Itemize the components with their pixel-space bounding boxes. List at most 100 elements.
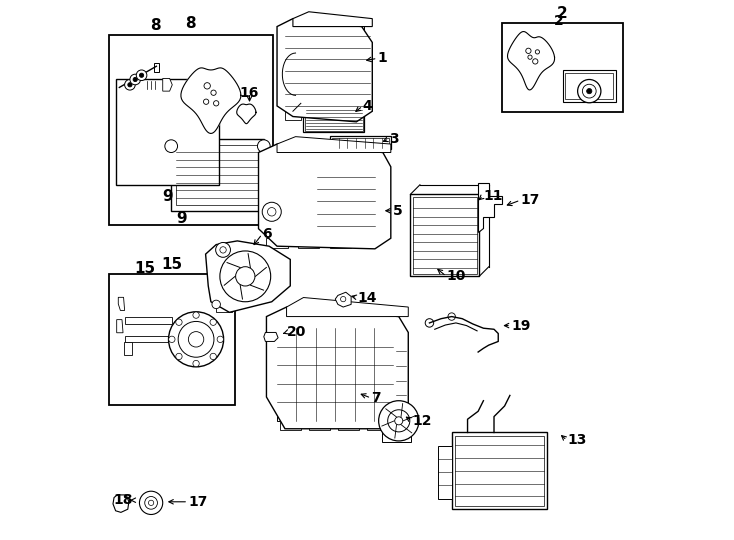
Bar <box>293 20 362 30</box>
Polygon shape <box>335 292 351 307</box>
Bar <box>330 238 351 248</box>
Bar <box>285 111 301 120</box>
Circle shape <box>578 79 601 103</box>
Text: 2: 2 <box>553 14 564 28</box>
Bar <box>125 317 172 323</box>
Bar <box>314 164 377 238</box>
Text: 15: 15 <box>134 261 156 276</box>
Bar <box>296 61 324 87</box>
Bar <box>502 23 622 112</box>
Circle shape <box>582 84 596 98</box>
Bar <box>309 422 330 430</box>
Bar <box>303 107 364 132</box>
Bar <box>153 63 159 71</box>
Polygon shape <box>163 78 172 91</box>
Circle shape <box>145 496 157 509</box>
Circle shape <box>125 79 135 90</box>
Text: 14: 14 <box>357 291 377 305</box>
Bar <box>451 433 547 509</box>
Bar <box>261 158 271 168</box>
Text: 1: 1 <box>377 51 388 65</box>
Text: 5: 5 <box>393 204 402 218</box>
Bar <box>330 136 390 150</box>
Text: 15: 15 <box>161 256 182 272</box>
Text: 2: 2 <box>557 6 567 22</box>
Circle shape <box>586 89 592 94</box>
Circle shape <box>193 312 199 318</box>
Bar <box>332 138 389 148</box>
Text: 17: 17 <box>188 495 208 509</box>
Bar <box>272 170 309 222</box>
Bar <box>367 422 388 430</box>
Text: 19: 19 <box>511 319 531 333</box>
Polygon shape <box>113 495 129 512</box>
Circle shape <box>210 319 217 326</box>
Bar <box>298 238 319 248</box>
Bar <box>338 422 359 430</box>
Text: 17: 17 <box>520 193 539 207</box>
Polygon shape <box>277 18 372 122</box>
Bar <box>455 436 544 506</box>
Text: 11: 11 <box>484 189 503 203</box>
Bar <box>217 302 232 312</box>
Circle shape <box>341 296 346 302</box>
Circle shape <box>258 140 270 152</box>
Circle shape <box>264 157 275 167</box>
Text: 6: 6 <box>262 227 272 241</box>
Circle shape <box>175 319 182 326</box>
Bar <box>305 109 363 131</box>
Bar <box>396 336 406 410</box>
Circle shape <box>395 417 403 425</box>
Text: 13: 13 <box>567 434 586 448</box>
Circle shape <box>178 321 214 357</box>
Circle shape <box>130 74 140 85</box>
Bar <box>123 342 132 355</box>
Polygon shape <box>286 298 408 316</box>
Circle shape <box>169 312 224 367</box>
Circle shape <box>220 247 226 253</box>
Circle shape <box>220 251 271 302</box>
Polygon shape <box>277 137 390 152</box>
Bar <box>565 72 613 99</box>
Circle shape <box>211 90 217 96</box>
Circle shape <box>212 300 220 309</box>
Circle shape <box>133 77 137 82</box>
Circle shape <box>148 500 153 505</box>
Circle shape <box>535 50 539 54</box>
Text: 12: 12 <box>412 414 432 428</box>
Circle shape <box>189 332 204 347</box>
Bar <box>290 18 364 32</box>
Polygon shape <box>507 31 555 90</box>
Circle shape <box>165 140 178 152</box>
Polygon shape <box>206 241 290 312</box>
Circle shape <box>137 70 147 80</box>
Polygon shape <box>264 333 278 341</box>
Circle shape <box>244 110 249 115</box>
Polygon shape <box>181 68 241 133</box>
Circle shape <box>175 353 182 360</box>
Bar <box>277 328 393 421</box>
Circle shape <box>193 360 199 367</box>
Bar <box>333 61 364 90</box>
Polygon shape <box>118 298 125 310</box>
Bar <box>125 335 172 342</box>
Bar <box>410 194 479 276</box>
Bar <box>171 139 264 211</box>
Circle shape <box>210 353 217 360</box>
Circle shape <box>528 55 532 59</box>
Circle shape <box>128 83 132 87</box>
Text: 9: 9 <box>176 211 187 226</box>
Bar <box>280 422 301 430</box>
Polygon shape <box>266 307 408 429</box>
Circle shape <box>216 242 230 257</box>
Text: 7: 7 <box>371 391 381 405</box>
Circle shape <box>425 319 434 327</box>
Circle shape <box>236 267 255 286</box>
Circle shape <box>267 207 276 216</box>
Circle shape <box>533 59 538 64</box>
Circle shape <box>139 491 163 515</box>
Bar <box>487 200 493 206</box>
Circle shape <box>204 83 211 89</box>
Bar <box>438 446 451 498</box>
Bar <box>116 79 219 185</box>
